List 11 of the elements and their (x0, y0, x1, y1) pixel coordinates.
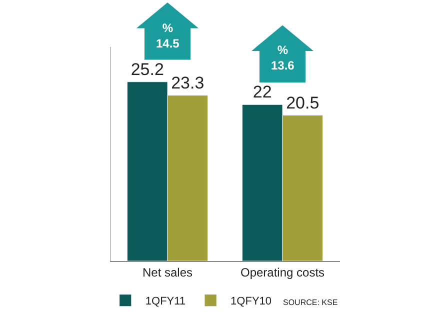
data-label: 25.2 (130, 60, 164, 79)
text: % 14.5 (156, 21, 180, 51)
legend-label: 1QFY11 (145, 296, 186, 308)
legend-label: 1QFY10 (230, 296, 272, 308)
x-tick-label: Net sales (142, 265, 193, 280)
data-label: 22 (252, 82, 272, 102)
x-tick-label: Operating costs (240, 265, 325, 280)
text: % 13.6 (271, 43, 295, 73)
data-label: 23.3 (171, 73, 204, 92)
source-note: SOURCE: KSE (283, 298, 338, 307)
data-label: 20.5 (286, 93, 320, 112)
